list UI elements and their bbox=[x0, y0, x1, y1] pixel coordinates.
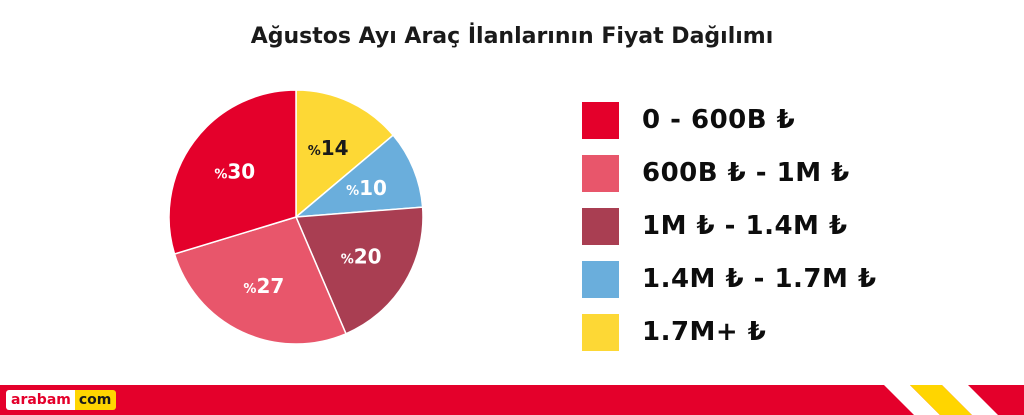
pie-slice bbox=[294, 206, 424, 335]
pie-slice bbox=[295, 89, 395, 219]
legend-label: 1.4M ₺ - 1.7M ₺ bbox=[642, 264, 877, 294]
legend-swatch bbox=[582, 314, 619, 351]
legend-swatch bbox=[582, 261, 619, 298]
pie-slice-label: %20 bbox=[341, 244, 382, 268]
legend-label: 0 - 600B ₺ bbox=[642, 105, 796, 135]
brand-logo-name: arabam bbox=[6, 390, 75, 410]
pie-slice bbox=[173, 216, 347, 345]
legend-label: 600B ₺ - 1M ₺ bbox=[642, 158, 850, 188]
legend-label: 1.7M+ ₺ bbox=[642, 317, 767, 347]
pie-slice bbox=[293, 134, 424, 218]
pie-slice-label: %14 bbox=[308, 136, 349, 160]
pie-slice bbox=[168, 89, 297, 255]
chart-title: Ağustos Ayı Araç İlanlarının Fiyat Dağıl… bbox=[250, 24, 774, 49]
legend-swatch bbox=[582, 102, 619, 139]
footer-stripes-decoration bbox=[884, 385, 998, 415]
pie-slice-label: %27 bbox=[243, 274, 284, 298]
footer-bar: arabam com bbox=[0, 385, 1024, 415]
legend-label: 1M ₺ - 1.4M ₺ bbox=[642, 211, 848, 241]
pie-slice-label: %30 bbox=[214, 160, 255, 184]
pie-chart-svg: %14 %10 %20 %27 %30 bbox=[168, 89, 424, 345]
pie-chart: %14 %10 %20 %27 %30 bbox=[165, 86, 427, 348]
legend-swatch bbox=[582, 208, 619, 245]
legend-swatch bbox=[582, 155, 619, 192]
pie-slice-label: %10 bbox=[346, 176, 387, 200]
brand-logo[interactable]: arabam com bbox=[6, 390, 117, 410]
brand-logo-suffix: com bbox=[74, 390, 117, 410]
footer-red-bar bbox=[0, 385, 1024, 415]
